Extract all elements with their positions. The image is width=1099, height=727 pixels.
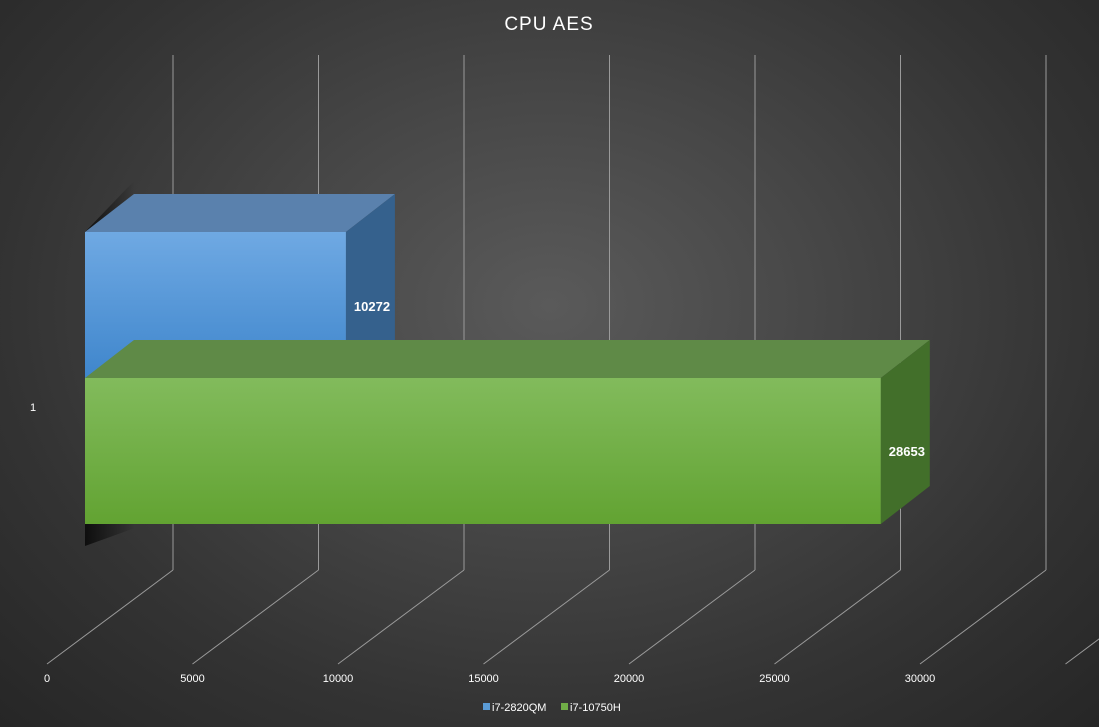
legend-label: i7-10750H: [570, 702, 621, 714]
x-tick-label: 30000: [905, 673, 936, 685]
bar-top-face: [85, 340, 930, 378]
x-tick-label: 10000: [323, 673, 354, 685]
bar-i7-10750H: [85, 340, 930, 524]
bars: [85, 194, 930, 524]
legend-label: i7-2820QM: [492, 702, 546, 714]
x-axis: 0 5000 10000 15000 20000 25000 30000: [44, 673, 935, 685]
data-label: 28653: [889, 444, 925, 459]
x-tick-label: 5000: [180, 673, 204, 685]
floor-gridline: [483, 569, 610, 665]
bar-top-face: [85, 194, 395, 232]
data-label: 10272: [354, 299, 390, 314]
floor-gridline: [919, 569, 1047, 665]
floor-gridline: [628, 569, 756, 665]
data-labels: 10272 28653: [354, 299, 925, 459]
floor-gridline: [46, 569, 174, 665]
x-tick-label: 25000: [759, 673, 790, 685]
floor-gridline: [337, 569, 465, 665]
x-tick-label: 20000: [614, 673, 645, 685]
x-tick-label: 15000: [468, 673, 499, 685]
legend-swatch: [561, 703, 568, 710]
legend-swatch: [483, 703, 490, 710]
bar-front-face: [85, 378, 881, 524]
bar-side-face: [880, 340, 930, 524]
bar-side-face: [345, 194, 395, 378]
legend: i7-2820QM i7-10750H: [483, 702, 621, 714]
x-tick-label: 0: [44, 673, 50, 685]
floor-gridline: [1065, 638, 1099, 665]
floor-gridline: [774, 569, 901, 665]
floor-gridline: [192, 569, 319, 665]
category-label: 1: [30, 402, 36, 414]
chart-title: CPU AES: [504, 14, 593, 35]
